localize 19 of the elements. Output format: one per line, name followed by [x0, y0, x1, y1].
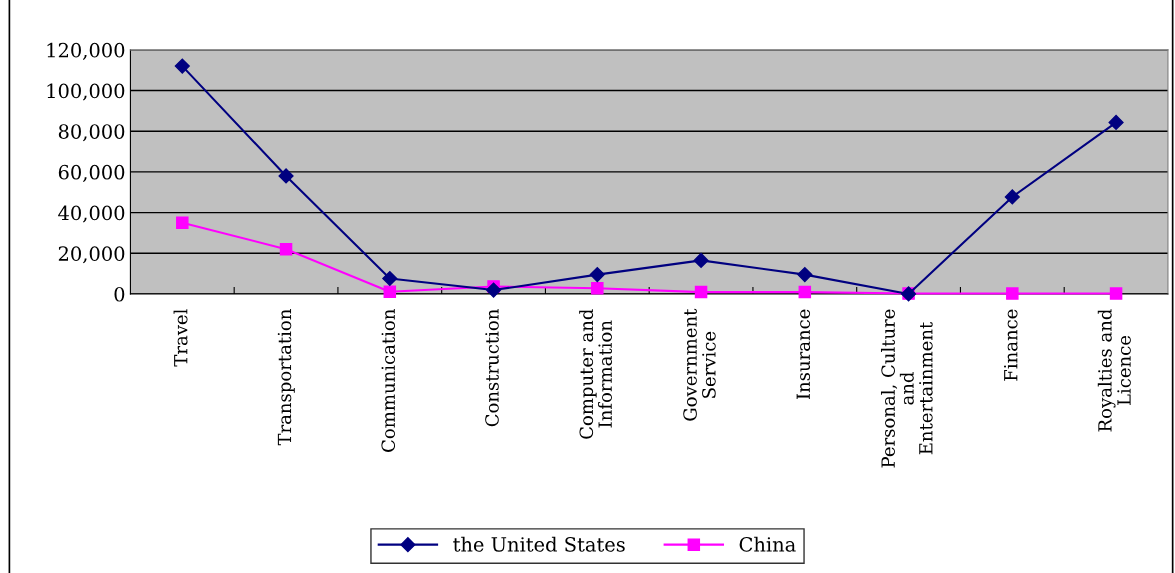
y-tick-label: 0 [114, 286, 125, 302]
legend-label: China [739, 536, 796, 552]
legend-label: the United States [453, 536, 625, 552]
y-tick-label: 60,000 [58, 164, 125, 182]
x-tick-label: Construction [485, 309, 499, 427]
x-tick-label: Royalties and Licence [1097, 309, 1131, 432]
y-tick-label: 120,000 [47, 42, 125, 60]
x-tick-label: Government Service [683, 308, 716, 421]
x-tick-label: Finance [1004, 309, 1018, 381]
y-tick-label: 20,000 [58, 246, 125, 264]
x-tick-label: Travel [173, 309, 188, 367]
x-tick-label: Insurance [796, 309, 811, 400]
x-tick-label: Computer and Information [579, 309, 612, 439]
y-tick-label: 100,000 [47, 83, 125, 101]
x-tick-label: Personal, Culture and Entertainment [880, 309, 933, 468]
y-tick-label: 40,000 [58, 205, 125, 223]
y-tick-label: 80,000 [58, 124, 125, 142]
x-tick-label: Communication [381, 309, 396, 452]
x-tick-label: Transportation [277, 309, 295, 446]
